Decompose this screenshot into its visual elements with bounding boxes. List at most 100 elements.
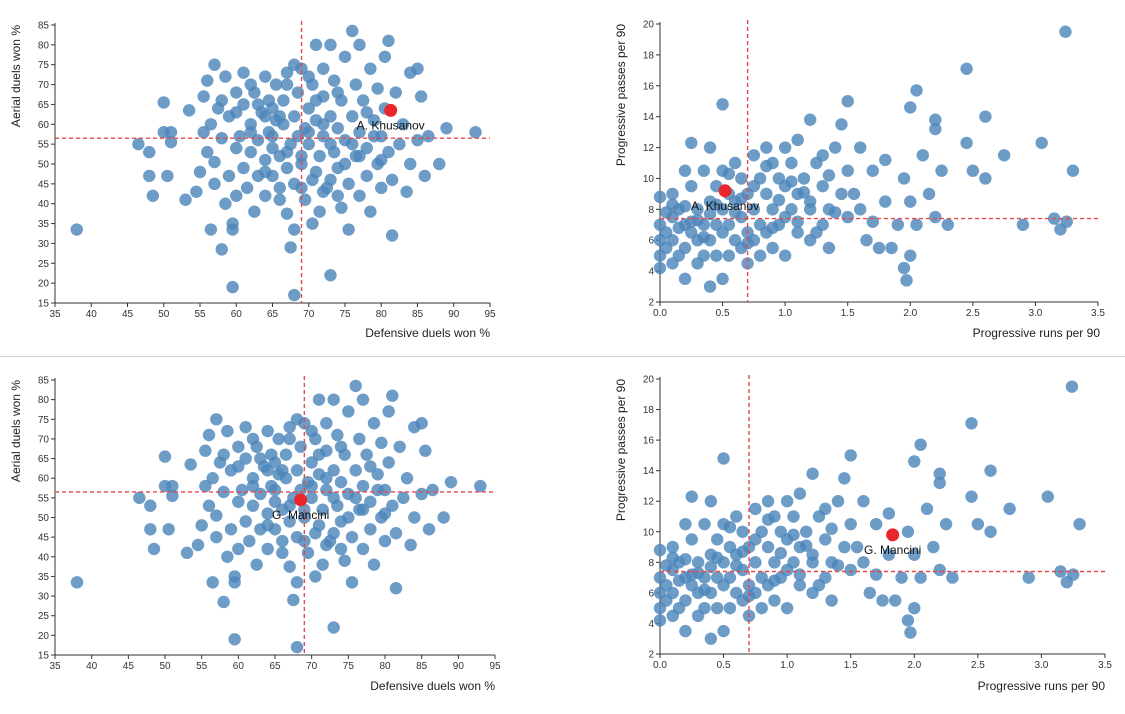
x-tick-label: 90 [453,661,465,672]
data-point [215,94,228,107]
data-point [305,456,318,469]
data-point [302,137,315,151]
data-point [408,511,421,524]
data-point [349,464,362,477]
data-point [717,452,730,465]
data-point [210,413,223,426]
data-point [444,475,458,489]
y-tick-label: 14 [643,466,655,477]
y-tick-label: 50 [38,513,50,524]
data-point [850,540,864,554]
x-tick-label: 40 [86,309,98,320]
data-point [822,241,836,255]
data-point [785,203,798,216]
y-tick-label: 12 [643,497,655,508]
data-point [143,145,156,159]
x-tick-label: 1.5 [841,308,855,319]
data-point [780,601,794,615]
data-point [243,534,256,548]
x-axis-label: Defensive duels won % [365,326,490,340]
data-point [353,126,366,139]
data-point [164,126,178,139]
y-tick-label: 20 [643,20,655,31]
data-point [822,169,836,182]
data-point [787,528,800,542]
data-point [237,161,250,175]
data-point [703,280,717,293]
data-point [254,452,267,465]
data-point [711,601,724,615]
data-point [933,563,946,577]
data-point [327,621,340,634]
data-point [901,614,915,627]
data-point [829,141,842,154]
data-point [704,632,718,645]
data-point [244,78,257,91]
x-tick-label: 40 [86,661,98,672]
data-point [793,487,807,500]
x-tick-label: 80 [376,309,388,320]
y-tick-label: 20 [38,631,50,642]
data-point [857,556,870,569]
data-point [803,113,817,126]
data-point [866,164,879,177]
x-axis-label: Progressive runs per 90 [978,679,1106,693]
data-point [244,145,257,159]
data-point [791,133,804,147]
data-point [768,574,781,587]
x-tick-label: 95 [489,661,501,672]
data-point [276,534,289,548]
data-point [904,101,917,114]
data-point [825,522,838,535]
data-point [666,234,679,247]
data-point [197,126,210,139]
y-tick-label: 8 [648,558,654,569]
data-point [338,157,352,171]
data-point [237,66,250,79]
data-point [869,568,883,581]
highlight-point [384,103,398,117]
data-point [378,50,392,63]
data-point [360,448,373,461]
data-point [269,78,283,91]
data-point [233,130,247,143]
data-point [232,460,245,473]
data-point [349,491,362,505]
x-tick-label: 3.5 [1098,660,1112,671]
data-point [760,187,773,201]
data-point [723,571,737,584]
y-tick-label: 85 [38,21,50,32]
y-tick-label: 80 [38,395,50,406]
data-point [280,78,294,91]
data-point [382,34,395,48]
data-point [914,571,927,584]
data-point [244,126,257,139]
data-point [741,257,754,270]
data-point [723,601,737,615]
data-point [415,417,428,430]
data-point [685,179,698,193]
data-point [345,530,359,544]
y-tick-label: 6 [648,236,654,247]
data-point [266,130,279,143]
data-point [772,193,786,207]
data-point [202,499,216,512]
data-point [283,432,296,446]
data-point [327,393,340,406]
data-point [831,559,845,572]
data-point [309,570,322,583]
y-tick-label: 4 [648,619,654,630]
data-point [901,525,915,538]
data-point [816,179,829,193]
data-point [879,195,892,208]
data-point [197,90,210,103]
y-tick-label: 40 [38,199,50,210]
data-point [317,130,330,143]
data-point [653,261,667,275]
data-point [979,172,992,185]
data-point [302,70,315,83]
data-point [345,576,359,589]
data-point [132,137,145,151]
data-point [835,187,848,201]
data-point [261,519,274,532]
